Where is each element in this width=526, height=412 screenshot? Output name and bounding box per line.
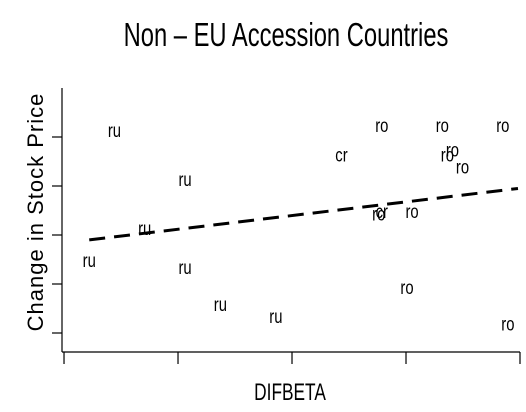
- point-label-ro: ro: [372, 204, 385, 225]
- point-label-ro: ro: [405, 201, 418, 222]
- chart-title: Non – EU Accession Countries: [124, 17, 449, 54]
- axes: [52, 88, 521, 364]
- point-label-ru: ru: [83, 250, 96, 271]
- point-label-ro: ro: [436, 115, 449, 136]
- x-axis-label: DIFBETA: [254, 379, 326, 405]
- point-label-ru: ru: [178, 257, 191, 278]
- point-label-ru: ru: [108, 120, 121, 141]
- point-label-ru: ru: [138, 218, 151, 239]
- point-label-ro: ro: [446, 140, 459, 161]
- point-label-ro: ro: [456, 157, 469, 178]
- fit-line: [89, 186, 519, 242]
- point-label-cr: cr: [335, 145, 348, 166]
- point-label-ro: ro: [441, 145, 454, 166]
- y-axis-label: Change in Stock Price: [23, 93, 48, 332]
- point-label-ru: ru: [214, 294, 227, 315]
- point-label-ru: ru: [178, 169, 191, 190]
- point-label-ro: ro: [501, 314, 514, 335]
- point-label-ro: ro: [400, 277, 413, 298]
- point-label-cr: cr: [376, 201, 389, 222]
- point-label-ro: ro: [496, 115, 509, 136]
- point-label-ru: ru: [269, 306, 282, 327]
- point-label-ro: ro: [375, 115, 388, 136]
